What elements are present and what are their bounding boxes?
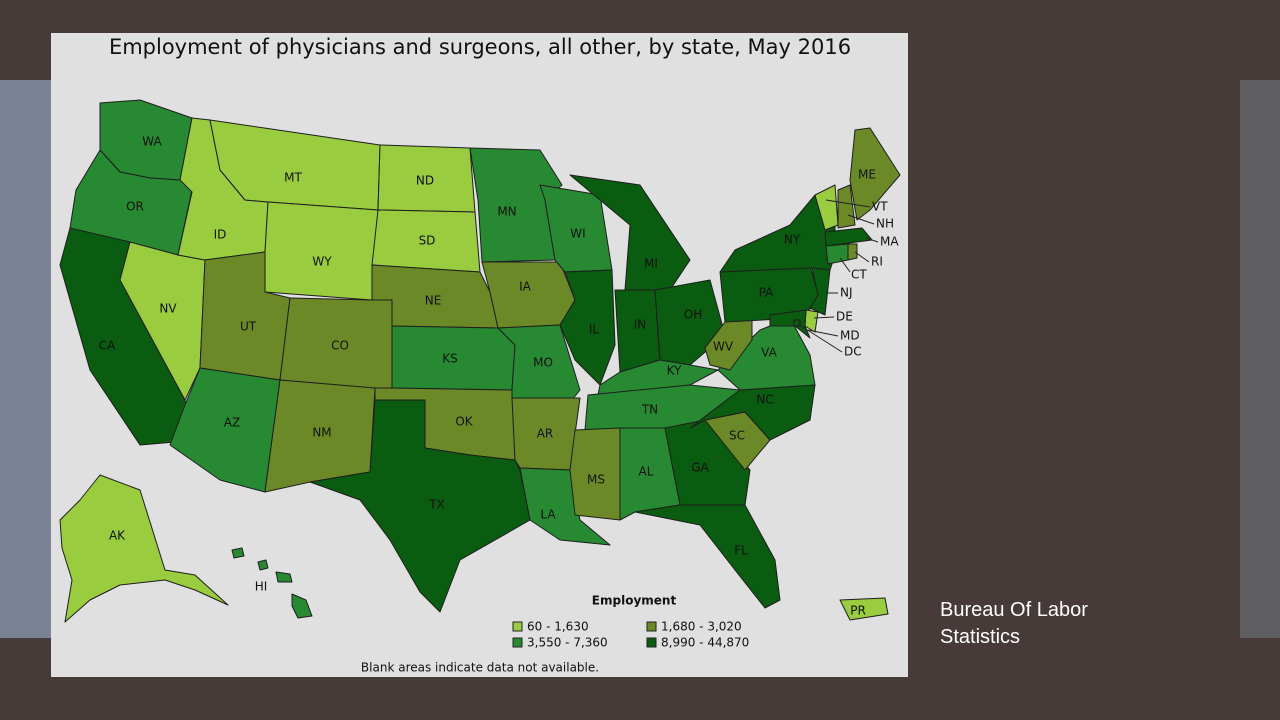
state-label: IN — [634, 318, 647, 332]
legend: Employment 60 - 1,630 1,680 - 3,020 3,55… — [512, 594, 749, 650]
state-shape — [309, 399, 531, 613]
map-title: Employment of physicians and surgeons, a… — [109, 35, 851, 59]
state-shape — [769, 309, 811, 339]
state-label: NJ — [840, 286, 853, 300]
state-label: IL — [589, 323, 600, 337]
state-label: NC — [756, 393, 773, 407]
state-label: HI — [255, 580, 268, 594]
leader-line — [865, 237, 879, 243]
legend-swatch — [646, 637, 657, 648]
state-label: IA — [519, 280, 532, 294]
state-shape — [481, 261, 576, 329]
legend-swatch — [512, 637, 523, 648]
state-labels: WA OR CA NV ID MT WY ND SD NE UT CO AZ N… — [99, 135, 900, 618]
state-label: WA — [142, 135, 162, 149]
state-label: FL — [734, 544, 748, 558]
state-shape — [59, 474, 229, 623]
state-label: MO — [533, 356, 553, 370]
state-label: GA — [691, 461, 709, 475]
state-label: ND — [416, 174, 434, 188]
state-shape — [569, 174, 691, 291]
state-label: PR — [850, 604, 866, 618]
caption: Bureau Of Labor Statistics — [940, 599, 1088, 648]
state-label: MA — [880, 235, 899, 249]
state-shape — [257, 559, 269, 571]
legend-swatch — [646, 621, 657, 632]
state-shape — [634, 504, 781, 609]
state-label: AK — [109, 529, 126, 543]
state-label: CO — [331, 339, 349, 353]
state-label: WV — [713, 340, 734, 354]
state-shape — [231, 547, 245, 559]
leader-line — [797, 323, 843, 353]
leader-line — [807, 329, 839, 337]
side-panel — [1240, 80, 1280, 638]
state-label: KS — [442, 352, 458, 366]
leader-line — [839, 257, 851, 273]
legend-swatch — [512, 621, 523, 632]
state-label: TX — [428, 498, 445, 512]
state-label: CT — [851, 268, 867, 282]
state-label: MN — [497, 205, 516, 219]
leader-line — [854, 251, 870, 263]
legend-label: 3,550 - 7,360 — [527, 636, 608, 650]
state-label: VT — [872, 200, 888, 214]
state-label: NV — [159, 302, 177, 316]
side-panel — [0, 80, 52, 638]
leader-line — [813, 316, 835, 319]
state-label: UT — [240, 320, 257, 334]
state-shape — [849, 127, 901, 221]
state-label: CA — [99, 339, 116, 353]
state-label: DE — [836, 310, 853, 324]
state-label: OH — [684, 308, 702, 322]
state-label: SD — [419, 234, 436, 248]
state-label: AR — [537, 427, 554, 441]
state-label: VA — [761, 346, 777, 360]
state-label: NH — [876, 217, 894, 231]
state-label: MI — [644, 257, 658, 271]
leader-line — [847, 214, 875, 225]
state-label: TN — [641, 403, 658, 417]
legend-label: 60 - 1,630 — [527, 620, 589, 634]
state-label: RI — [871, 255, 883, 269]
state-shape — [825, 243, 849, 265]
state-label: WY — [312, 255, 332, 269]
state-shape — [264, 201, 379, 301]
state-label: MT — [284, 171, 302, 185]
state-label: NY — [784, 233, 801, 247]
state-label: PA — [759, 286, 774, 300]
state-label: NE — [425, 294, 442, 308]
state-label: MD — [840, 329, 860, 343]
state-shape — [839, 597, 889, 621]
state-shape — [717, 317, 816, 391]
legend-label: 1,680 - 3,020 — [661, 620, 742, 634]
state-label: SC — [729, 429, 745, 443]
state-label: KY — [667, 364, 682, 378]
state-label: WI — [570, 227, 585, 241]
state-shape — [275, 571, 293, 583]
state-label: ID — [214, 228, 227, 242]
state-label: NM — [312, 426, 331, 440]
legend-title: Employment — [592, 594, 677, 608]
map-note: Blank areas indicate data not available. — [361, 661, 599, 675]
state-shape — [291, 593, 313, 619]
state-label: OR — [126, 200, 144, 214]
state-shape — [559, 269, 616, 386]
state-label: AZ — [224, 416, 240, 430]
state-shape — [569, 427, 621, 521]
states — [59, 99, 901, 623]
state-label: OK — [455, 415, 473, 429]
legend-label: 8,990 - 44,870 — [661, 636, 749, 650]
state-label: MS — [587, 473, 605, 487]
leader-line — [825, 199, 871, 208]
state-label: LA — [540, 508, 556, 522]
state-label: ME — [858, 168, 876, 182]
state-shape — [837, 184, 856, 229]
state-label: AL — [639, 465, 654, 479]
state-shape — [847, 243, 858, 261]
state-label: DC — [844, 345, 862, 359]
